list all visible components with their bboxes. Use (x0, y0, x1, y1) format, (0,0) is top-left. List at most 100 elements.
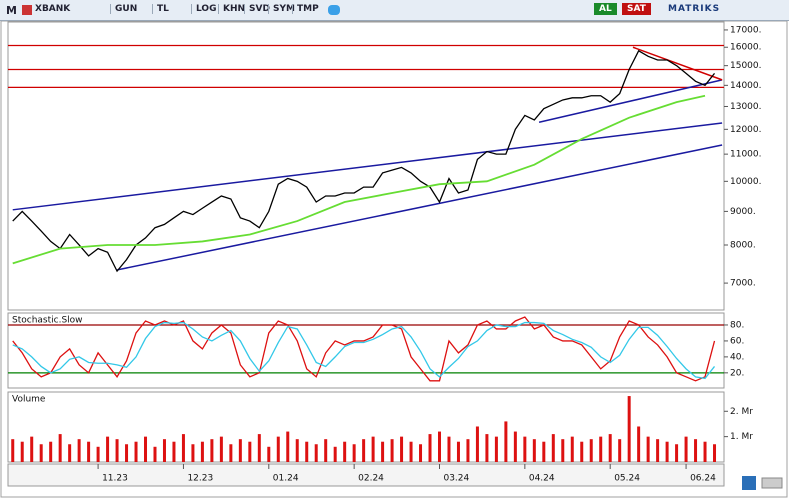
y-tick-label: 2. Mr (730, 407, 753, 417)
y-tick-label: 10000. (730, 177, 762, 187)
volume-bar (267, 446, 271, 462)
volume-bar (172, 441, 176, 462)
y-tick-label: 7000. (730, 279, 756, 289)
sync-icon[interactable] (742, 476, 756, 490)
volume-bar (627, 396, 631, 462)
volume-bar (20, 441, 24, 462)
volume-bar (106, 436, 110, 462)
stochastic-panel (7, 312, 725, 389)
volume-bar (523, 436, 527, 462)
volume-bar (570, 436, 574, 462)
volume-bar (125, 444, 129, 462)
volume-bar (352, 444, 356, 462)
x-tick-label: 06.24 (690, 474, 716, 484)
volume-bar (333, 446, 337, 462)
volume-bar (608, 434, 612, 462)
y-tick-label: 1. Mr (730, 432, 753, 442)
volume-bar (11, 439, 15, 462)
volume-bar (428, 434, 432, 462)
trend-line (632, 46, 723, 81)
volume-bar (371, 436, 375, 462)
sym-button[interactable]: SYM (268, 4, 295, 14)
trend-line (538, 79, 723, 124)
scroll-control[interactable] (761, 477, 783, 489)
volume-bar (77, 439, 81, 462)
y-tick-label: 13000. (730, 102, 762, 112)
y-tick-label: 20. (730, 368, 744, 378)
volume-bar (580, 441, 584, 462)
series-line (12, 94, 706, 265)
volume-bar (229, 444, 233, 462)
volume-bar (466, 439, 470, 462)
svd-button[interactable]: SVD (244, 4, 270, 14)
volume-bar (599, 436, 603, 462)
y-tick-label: 40. (730, 352, 744, 362)
volume-bar (115, 439, 119, 462)
volume-bar (475, 426, 479, 462)
volume-bar (238, 439, 242, 462)
menu[interactable]: M (6, 4, 17, 17)
volume-bar (675, 444, 679, 462)
volume-bar (305, 441, 309, 462)
volume-bar (684, 436, 688, 462)
log-button[interactable]: LOG (191, 4, 216, 14)
khn-button[interactable]: KHN (218, 4, 245, 14)
y-tick-label: 17000. (730, 25, 762, 35)
y-tick-label: 80. (730, 320, 744, 330)
volume-bar (96, 446, 100, 462)
volume-bar (656, 439, 660, 462)
y-tick-label: 14000. (730, 81, 762, 91)
volume-bar (324, 439, 328, 462)
y-tick-label: 16000. (730, 43, 762, 53)
volume-bar (200, 441, 204, 462)
series-line (12, 49, 716, 273)
volume-bar (447, 436, 451, 462)
tmp-button[interactable]: TMP (292, 4, 319, 14)
volume-bar (504, 421, 508, 462)
volume-bar (295, 439, 299, 462)
volume-bar (494, 436, 498, 462)
volume-bar (409, 441, 413, 462)
volume-bar (551, 434, 555, 462)
volume-bar (58, 434, 62, 462)
sell-button[interactable]: SAT (622, 3, 651, 15)
volume-panel (7, 391, 725, 463)
y-tick-label: 9000. (730, 207, 756, 217)
volume-bar (665, 441, 669, 462)
volume-bar (694, 439, 698, 462)
currency-button[interactable]: TL (152, 4, 169, 14)
volume-bar (381, 441, 385, 462)
volume-bar (276, 436, 280, 462)
volume-bar (248, 441, 252, 462)
x-tick-label: 02.24 (358, 474, 384, 484)
volume-bar (49, 441, 53, 462)
y-tick-label: 8000. (730, 240, 756, 250)
volume-bar (153, 446, 157, 462)
frame (0, 20, 788, 498)
y-tick-label: 15000. (730, 61, 762, 71)
x-tick-label: 01.24 (273, 474, 299, 484)
x-tick-label: 11.23 (102, 474, 128, 484)
volume-bar (561, 439, 565, 462)
volume-bar (419, 444, 423, 462)
buy-button[interactable]: AL (594, 3, 617, 15)
period-button[interactable]: GUN (110, 4, 137, 14)
volume-bar (181, 434, 185, 462)
x-tick-label: 12.23 (187, 474, 213, 484)
series-line (12, 321, 716, 380)
volume-bar (637, 426, 641, 462)
volume-bar (437, 431, 441, 462)
volume-bar (314, 444, 318, 462)
volume-bar (191, 444, 195, 462)
y-tick-label: 12000. (730, 125, 762, 135)
trend-line (116, 144, 723, 271)
volume-bar (210, 439, 214, 462)
volume-bar (286, 431, 290, 462)
volume-bar (219, 436, 223, 462)
twitter-icon[interactable] (328, 5, 340, 15)
symbol[interactable]: XBANK (35, 4, 71, 14)
volume-bar (713, 444, 717, 462)
date-axis (7, 463, 725, 487)
volume-bar (485, 434, 489, 462)
price-panel (7, 21, 725, 311)
